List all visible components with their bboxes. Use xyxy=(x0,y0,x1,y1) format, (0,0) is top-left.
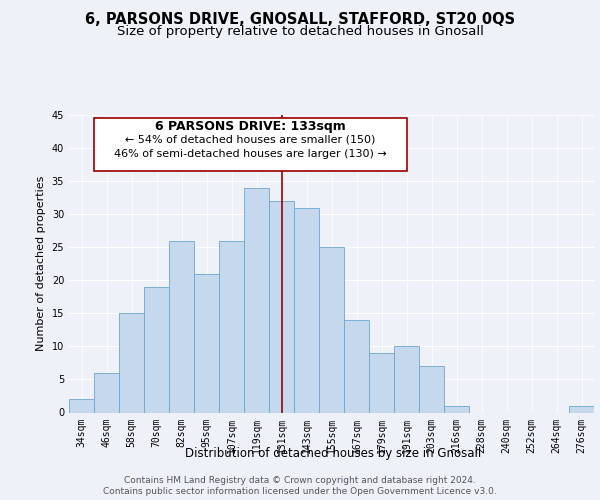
Text: Contains HM Land Registry data © Crown copyright and database right 2024.: Contains HM Land Registry data © Crown c… xyxy=(124,476,476,485)
Bar xyxy=(394,346,419,412)
Bar xyxy=(219,240,244,412)
Bar xyxy=(194,274,219,412)
Bar xyxy=(369,353,394,412)
Bar xyxy=(419,366,444,412)
Bar xyxy=(244,188,269,412)
Bar xyxy=(119,314,144,412)
Bar xyxy=(344,320,369,412)
Text: 6 PARSONS DRIVE: 133sqm: 6 PARSONS DRIVE: 133sqm xyxy=(155,120,346,134)
Text: 46% of semi-detached houses are larger (130) →: 46% of semi-detached houses are larger (… xyxy=(114,150,386,160)
Text: Distribution of detached houses by size in Gnosall: Distribution of detached houses by size … xyxy=(185,448,481,460)
Bar xyxy=(569,406,594,412)
Bar xyxy=(94,373,119,412)
Bar xyxy=(294,208,319,412)
Bar xyxy=(269,201,294,412)
Text: 6, PARSONS DRIVE, GNOSALL, STAFFORD, ST20 0QS: 6, PARSONS DRIVE, GNOSALL, STAFFORD, ST2… xyxy=(85,12,515,28)
Bar xyxy=(169,240,194,412)
Bar xyxy=(69,400,94,412)
Text: ← 54% of detached houses are smaller (150): ← 54% of detached houses are smaller (15… xyxy=(125,135,376,145)
Text: Contains public sector information licensed under the Open Government Licence v3: Contains public sector information licen… xyxy=(103,488,497,496)
Bar xyxy=(319,247,344,412)
Y-axis label: Number of detached properties: Number of detached properties xyxy=(36,176,46,352)
Text: Size of property relative to detached houses in Gnosall: Size of property relative to detached ho… xyxy=(116,25,484,38)
FancyBboxPatch shape xyxy=(94,118,407,171)
Bar xyxy=(444,406,469,412)
Bar xyxy=(144,287,169,412)
